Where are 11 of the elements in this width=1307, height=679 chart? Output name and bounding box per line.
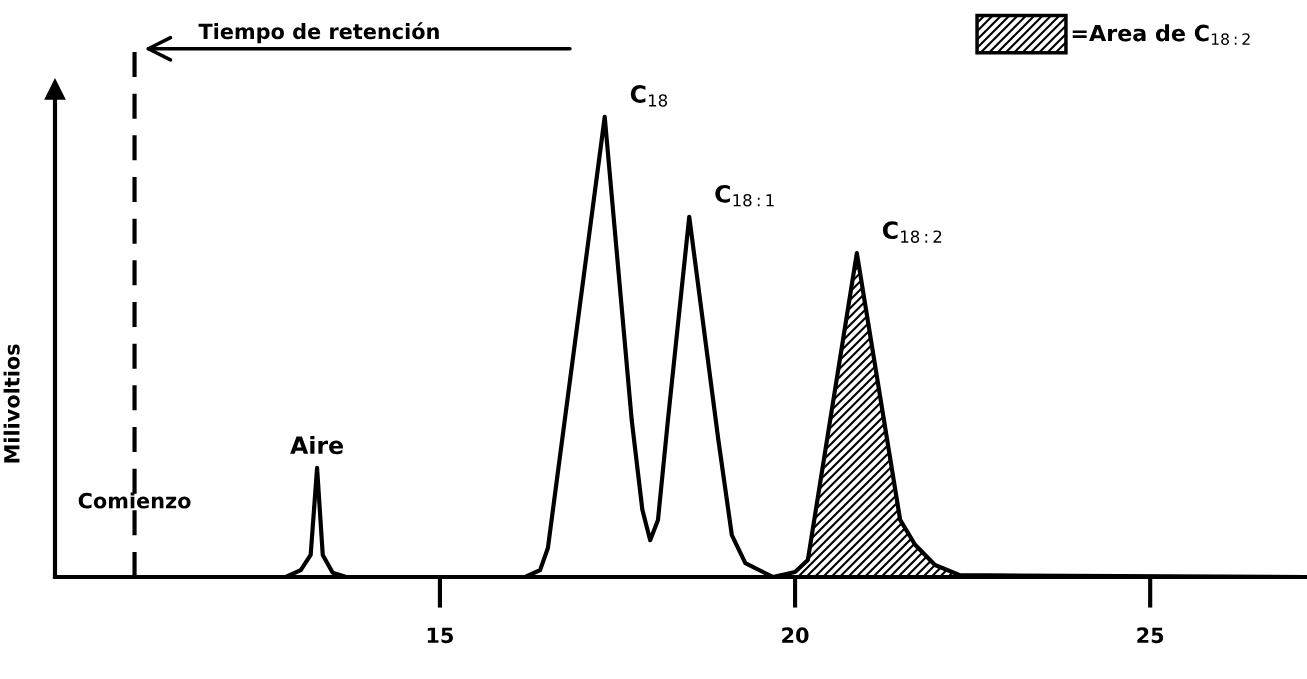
annotation: C$_{18}$ (630, 85, 668, 107)
x-tick-label: 25 (1137, 627, 1164, 644)
legend-label: =Area de C$_{18:2}$ (1072, 24, 1250, 45)
y-axis-title: Milivoltios (3, 344, 20, 463)
annotation: C$_{18:2}$ (882, 221, 942, 243)
annotation: C$_{18:1}$ (715, 184, 774, 207)
annotation: Aire (290, 435, 343, 455)
x-tick-label: 15 (427, 627, 453, 644)
text: Tiempo de retención (198, 22, 439, 44)
x-tick-label: 20 (782, 627, 809, 644)
ref-line-label: Comienzo (78, 492, 191, 509)
